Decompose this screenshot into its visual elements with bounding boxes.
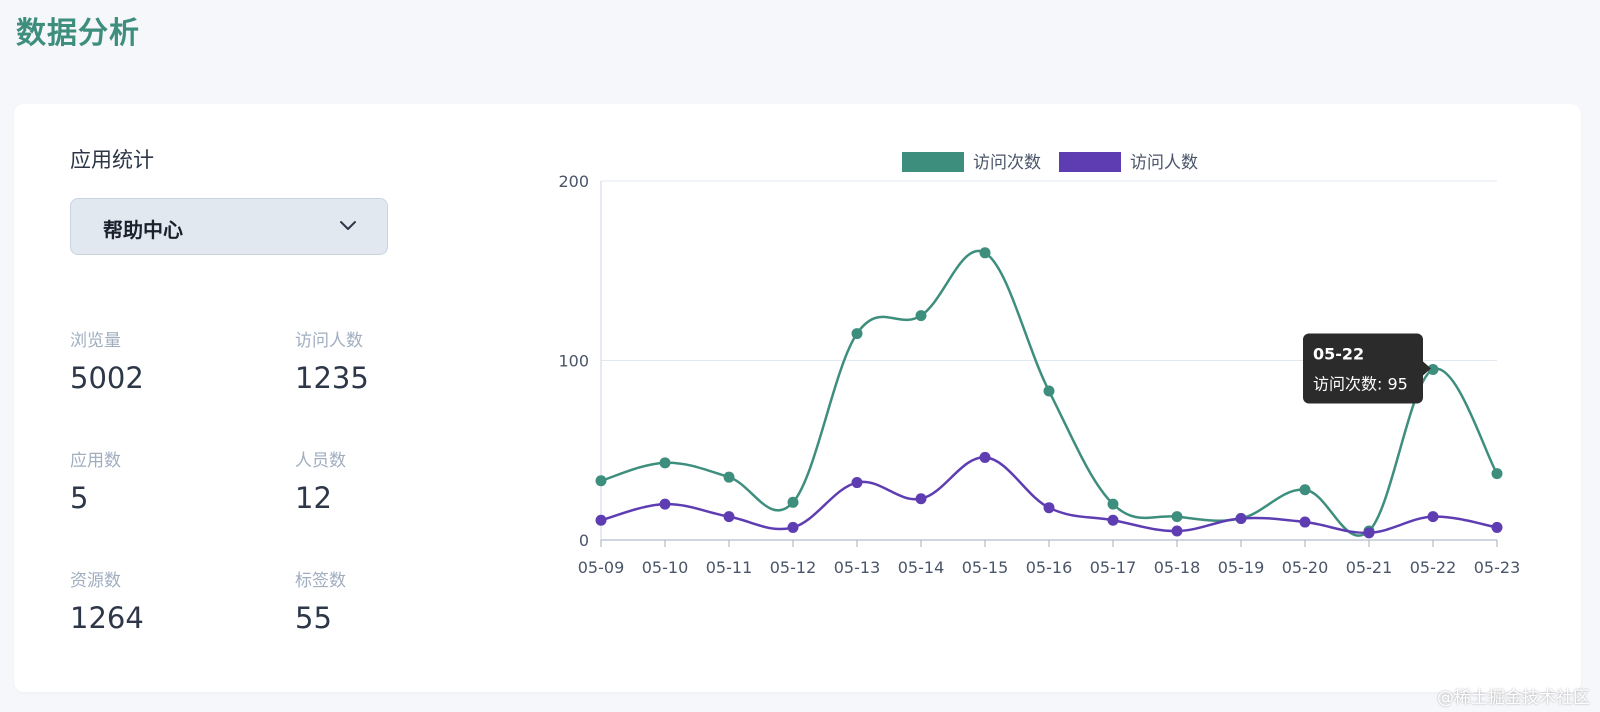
data-point <box>1043 385 1055 397</box>
x-tick-label: 05-10 <box>642 558 689 577</box>
stat-value: 12 <box>295 481 332 515</box>
app-select-value: 帮助中心 <box>103 218 183 242</box>
stat-label: 标签数 <box>295 571 346 591</box>
tooltip-title: 05-22 <box>1313 344 1364 363</box>
chevron-down-icon <box>340 221 356 230</box>
stat-label: 浏览量 <box>70 331 121 351</box>
data-point <box>1107 514 1119 526</box>
data-point <box>1235 512 1247 524</box>
data-point <box>723 511 735 523</box>
data-point <box>723 471 735 483</box>
x-tick-label: 05-16 <box>1026 558 1073 577</box>
y-tick-label: 0 <box>579 531 589 550</box>
x-tick-label: 05-09 <box>578 558 625 577</box>
stat-value: 5 <box>70 481 89 515</box>
data-point <box>851 477 863 489</box>
data-point <box>787 521 799 533</box>
data-point <box>659 457 671 469</box>
page-title: 数据分析 <box>16 16 140 51</box>
legend-swatch <box>902 152 964 172</box>
watermark: @稀土掘金技术社区 <box>1437 688 1590 708</box>
stats-card: 应用统计 帮助中心 浏览量 5002 访问人数 1235 应用数 5 人员数 1… <box>14 104 1581 692</box>
stat-page-views: 浏览量 5002 <box>70 326 144 395</box>
x-tick-label: 05-15 <box>962 558 1009 577</box>
x-tick-label: 05-23 <box>1474 558 1521 577</box>
app-select[interactable]: 帮助中心 <box>70 198 388 255</box>
x-tick-label: 05-18 <box>1154 558 1201 577</box>
stat-visitors: 访问人数 1235 <box>295 326 369 395</box>
data-point <box>979 247 991 259</box>
y-tick-label: 100 <box>558 352 589 371</box>
data-point <box>1427 363 1439 375</box>
stat-label: 访问人数 <box>295 331 363 351</box>
x-tick-label: 05-17 <box>1090 558 1137 577</box>
stat-value: 55 <box>295 601 332 635</box>
x-tick-label: 05-21 <box>1346 558 1393 577</box>
data-point <box>915 310 927 322</box>
data-point <box>1299 516 1311 528</box>
data-point <box>851 328 863 340</box>
tooltip-box <box>1303 333 1423 404</box>
section-title: 应用统计 <box>70 148 154 172</box>
data-point <box>1491 468 1503 480</box>
y-tick-label: 200 <box>558 172 589 191</box>
stat-value: 1264 <box>70 601 144 635</box>
data-point <box>1043 502 1055 514</box>
stat-label: 人员数 <box>295 451 346 471</box>
data-point <box>1299 484 1311 496</box>
stat-label: 应用数 <box>70 451 121 471</box>
legend-swatch <box>1059 152 1121 172</box>
x-tick-label: 05-22 <box>1410 558 1457 577</box>
series-line <box>600 456 1498 535</box>
data-point <box>915 493 927 505</box>
data-point <box>979 451 991 463</box>
data-point <box>1171 511 1183 523</box>
stat-app-count: 应用数 5 <box>70 446 121 515</box>
data-point <box>659 498 671 510</box>
stat-resource-count: 资源数 1264 <box>70 566 144 635</box>
stat-label: 资源数 <box>70 571 121 591</box>
data-point <box>595 475 607 487</box>
stat-value: 5002 <box>70 361 144 395</box>
x-tick-label: 05-13 <box>834 558 881 577</box>
data-point <box>1363 527 1375 539</box>
tooltip-arrow <box>1423 361 1431 376</box>
x-tick-label: 05-12 <box>770 558 817 577</box>
legend-label: 访问次数 <box>973 153 1041 173</box>
visits-line-chart[interactable]: 0 100 200 05-09 05-10 05-11 05-12 05-13 05-14 05-… <box>554 124 1554 604</box>
x-tick-label: 05-11 <box>706 558 753 577</box>
legend-label: 访问人数 <box>1130 153 1198 173</box>
tooltip: 05-22 访问次数: 95 <box>1303 333 1431 404</box>
x-tick-label: 05-20 <box>1282 558 1329 577</box>
x-tick-label: 05-14 <box>898 558 945 577</box>
data-point <box>1491 521 1503 533</box>
stat-member-count: 人员数 12 <box>295 446 346 515</box>
data-point <box>1171 525 1183 537</box>
stat-value: 1235 <box>295 361 369 395</box>
data-point <box>1427 511 1439 523</box>
data-point <box>1107 498 1119 510</box>
x-tick-label: 05-19 <box>1218 558 1265 577</box>
stat-tag-count: 标签数 55 <box>295 566 346 635</box>
tooltip-text: 访问次数: 95 <box>1313 374 1408 393</box>
data-point <box>787 496 799 508</box>
data-point <box>595 514 607 526</box>
